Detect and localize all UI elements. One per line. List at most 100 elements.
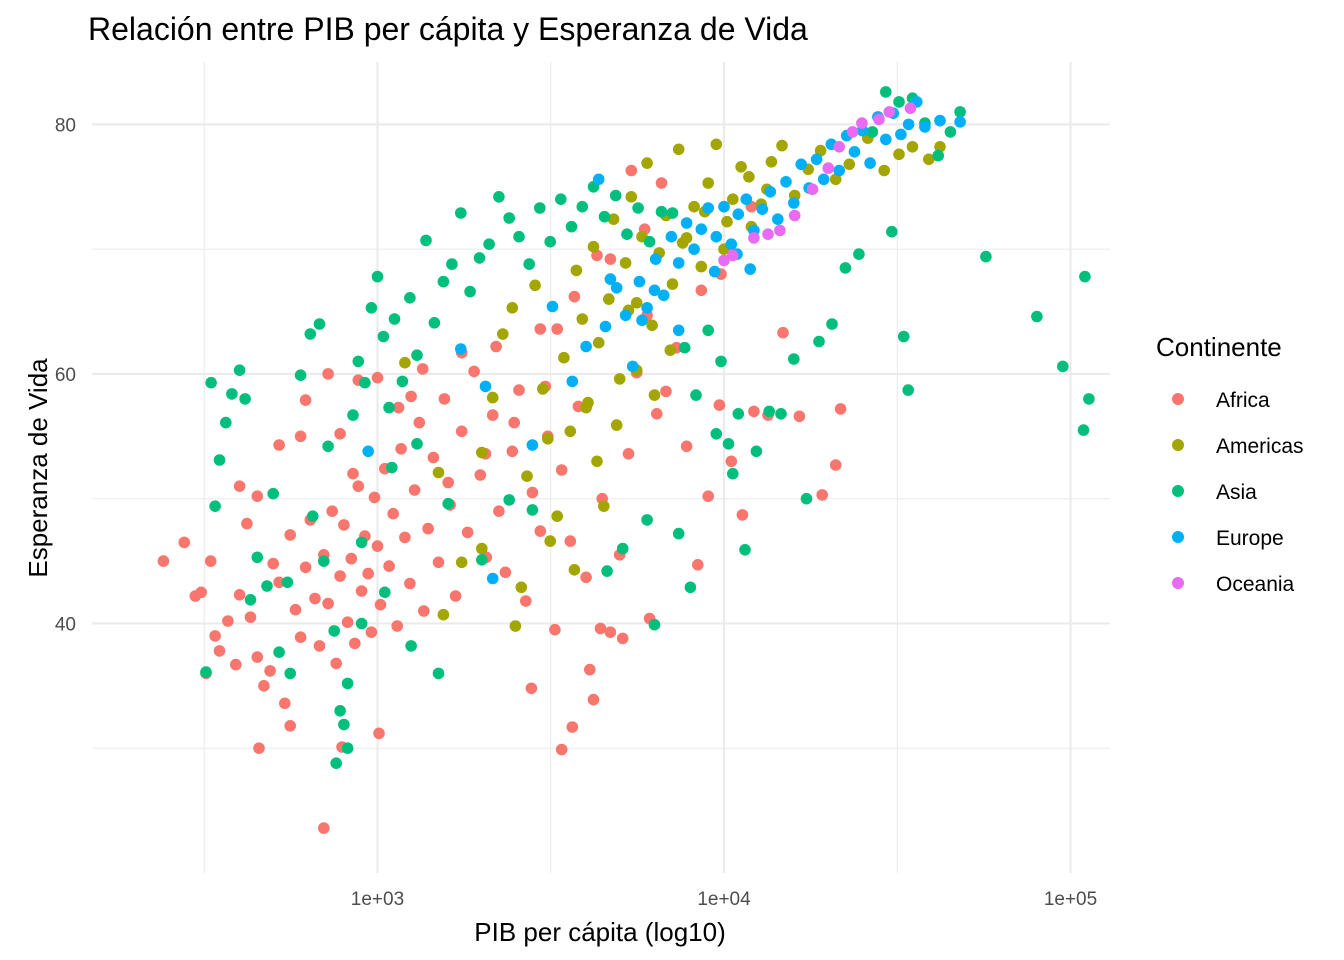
data-point: [672, 527, 685, 540]
data-point: [880, 133, 892, 146]
data-point: [690, 389, 702, 401]
data-point: [893, 96, 905, 108]
data-point: [601, 565, 613, 577]
data-point: [473, 252, 486, 264]
data-point: [294, 369, 307, 382]
data-point: [330, 757, 343, 769]
data-point: [349, 637, 361, 650]
data-point: [347, 467, 359, 480]
data-point: [722, 438, 735, 450]
data-point: [646, 319, 658, 332]
data-point: [267, 487, 280, 500]
data-point: [387, 507, 400, 520]
legend-key-europe: [1172, 531, 1184, 543]
data-point: [341, 677, 354, 690]
data-point: [362, 445, 375, 458]
data-point: [483, 238, 495, 250]
data-point: [555, 743, 568, 756]
data-point: [566, 375, 579, 388]
data-point: [695, 260, 708, 273]
data-point: [551, 323, 563, 335]
data-point: [702, 202, 714, 214]
data-point: [446, 258, 458, 270]
data-point: [220, 416, 232, 429]
data-point: [710, 230, 723, 243]
data-point: [576, 200, 589, 213]
data-point: [816, 489, 828, 501]
data-point: [383, 560, 395, 572]
data-point: [411, 349, 423, 362]
data-point: [455, 556, 468, 569]
data-point: [299, 394, 312, 406]
data-point: [244, 594, 257, 606]
data-point: [294, 631, 307, 643]
data-point: [604, 273, 617, 285]
data-point: [713, 399, 726, 411]
data-point: [780, 176, 792, 188]
data-point: [651, 408, 663, 420]
data-point: [273, 646, 285, 658]
data-point: [526, 486, 539, 499]
data-point: [178, 536, 191, 549]
data-point: [1083, 393, 1095, 405]
data-point: [476, 554, 488, 566]
data-point: [826, 318, 838, 330]
data-point: [980, 250, 992, 263]
data-point: [273, 576, 285, 589]
data-point: [264, 665, 276, 677]
data-point: [853, 248, 865, 260]
data-point: [1031, 310, 1043, 323]
data-point: [604, 253, 617, 265]
data-point: [648, 389, 661, 401]
data-point: [710, 138, 723, 151]
data-point: [718, 200, 730, 213]
data-point: [258, 680, 270, 692]
data-point: [727, 193, 739, 205]
data-point: [702, 490, 714, 503]
data-point: [209, 500, 221, 512]
legend-label-americas: Americas: [1216, 435, 1304, 458]
data-point: [619, 309, 632, 322]
data-point: [695, 223, 708, 235]
data-point: [648, 284, 661, 297]
data-point: [322, 597, 334, 610]
data-point: [919, 121, 931, 133]
data-point: [341, 616, 354, 628]
data-point: [814, 144, 827, 157]
data-point: [404, 292, 416, 304]
data-point: [598, 210, 611, 223]
data-point: [405, 640, 417, 652]
data-point: [428, 317, 441, 329]
data-point: [632, 202, 644, 214]
data-point: [788, 209, 801, 222]
data-point: [534, 202, 546, 214]
data-point: [739, 544, 751, 556]
data-point: [306, 510, 319, 522]
data-point: [534, 525, 547, 537]
data-point: [499, 566, 512, 579]
data-point: [604, 626, 617, 638]
data-point: [388, 313, 401, 325]
data-point: [503, 494, 515, 506]
data-point: [633, 275, 646, 288]
data-point: [587, 693, 600, 706]
data-point: [775, 408, 787, 420]
data-point: [732, 208, 745, 220]
data-point: [352, 480, 365, 493]
data-point: [328, 625, 341, 637]
data-point: [748, 232, 760, 244]
data-point: [743, 171, 755, 183]
data-point: [566, 721, 579, 733]
data-point: [399, 356, 411, 369]
data-point: [493, 505, 505, 517]
data-point: [251, 651, 264, 663]
data-point: [788, 197, 800, 209]
y-axis-title: Esperanza de Vida: [23, 358, 53, 578]
data-points: [157, 86, 1095, 834]
data-point: [529, 279, 541, 292]
data-point: [678, 341, 691, 354]
legend: Continente Africa Americas Asia Europe Ocean…: [1156, 332, 1304, 596]
data-point: [599, 320, 612, 333]
data-point: [688, 200, 700, 213]
x-axis-title: PIB per cápita (log10): [474, 917, 725, 947]
